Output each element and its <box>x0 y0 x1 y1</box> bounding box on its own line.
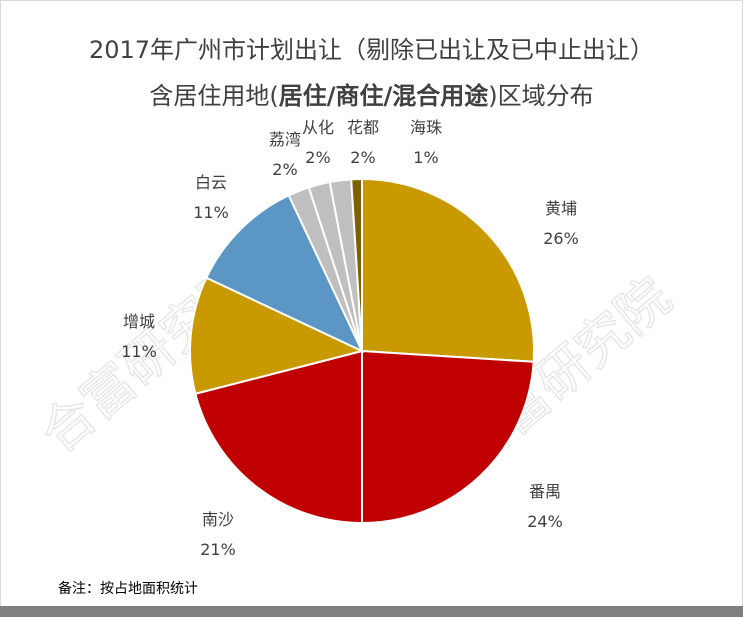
pie-slice-4 <box>188 276 365 395</box>
pie-slice-2 <box>361 349 535 525</box>
slice-percent-label: 24% <box>527 512 563 531</box>
slice-name-label: 花都 <box>347 118 379 137</box>
slice-percent-label: 2% <box>350 148 375 167</box>
pie-slice-9 <box>350 177 363 352</box>
pie-slice-3 <box>194 349 363 525</box>
footnote: 备注：按占地面积统计 <box>58 581 198 597</box>
slice-percent-label: 1% <box>413 148 438 167</box>
chart-title-line1: 2017年广州市计划出让（剔除已出让及已中止出让） <box>88 36 655 64</box>
chart-title-line2: 含居住用地(居住/商住/混合用途)区域分布 <box>0 76 743 111</box>
slice-percent-label: 2% <box>305 148 330 167</box>
slice-percent-label: 11% <box>121 342 157 361</box>
pie-labels: 黄埔26%番禺24%南沙21%增城11%白云11%荔湾2%从化2%花都2%海珠1… <box>121 118 579 559</box>
slice-name-label: 南沙 <box>202 510 234 529</box>
pie-slice-1 <box>361 177 535 363</box>
title-prefix: 含居住用地( <box>149 82 279 110</box>
pie-slice-5 <box>205 194 365 354</box>
slice-name-label: 番禺 <box>529 482 561 501</box>
slice-name-label: 增城 <box>123 312 155 331</box>
slice-name-label: 黄埔 <box>545 199 577 218</box>
slice-percent-label: 21% <box>200 540 236 559</box>
slice-percent-label: 11% <box>193 203 229 222</box>
slice-percent-label: 2% <box>272 160 297 179</box>
slice-name-label: 荔湾 <box>269 130 301 149</box>
slice-percent-label: 26% <box>543 229 579 248</box>
title-suffix: )区域分布 <box>488 82 594 110</box>
title-bold: 居住/商住/混合用途 <box>278 82 489 110</box>
slice-name-label: 从化 <box>302 118 334 137</box>
pie-slices <box>188 177 535 525</box>
slice-name-label: 海珠 <box>410 118 442 137</box>
slice-name-label: 白云 <box>195 173 227 192</box>
bottom-bar <box>0 606 743 617</box>
